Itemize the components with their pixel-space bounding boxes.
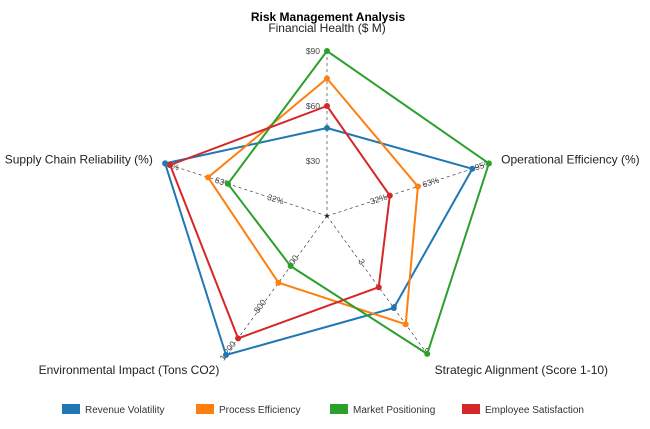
data-point: [424, 350, 431, 357]
data-point: [375, 284, 382, 291]
data-point: [324, 75, 330, 82]
data-point: [235, 335, 242, 342]
axis-label: Operational Efficiency (%): [501, 152, 640, 166]
data-point: [390, 304, 397, 311]
legend-item[interactable]: Market Positioning: [330, 404, 435, 416]
series-line: [207, 77, 419, 326]
data-point: [205, 174, 212, 181]
axis-spoke: [169, 164, 328, 217]
tick-label: $90: [306, 46, 320, 56]
legend-label: Process Efficiency: [219, 405, 301, 416]
data-point: [414, 183, 421, 190]
radar-grid: [169, 51, 485, 350]
tick-label: $60: [306, 101, 320, 111]
legend-swatch: [62, 404, 80, 414]
data-point: [469, 165, 476, 172]
tick-label: $30: [306, 156, 320, 166]
series-group: [205, 75, 421, 328]
radar-series: [162, 48, 492, 359]
data-point: [485, 160, 492, 167]
chart-title: Risk Management Analysis: [251, 10, 406, 24]
data-point: [162, 160, 169, 167]
data-point: [324, 48, 330, 54]
data-point: [222, 352, 229, 359]
legend-item[interactable]: Process Efficiency: [196, 404, 301, 416]
center-point: [325, 214, 329, 218]
series-line: [226, 50, 490, 355]
axis-label: Financial Health ($ M): [268, 21, 385, 35]
legend-swatch: [462, 404, 480, 414]
legend-item[interactable]: Employee Satisfaction: [462, 404, 584, 416]
axis-label: Environmental Impact (Tons CO2): [39, 363, 220, 377]
legend-label: Employee Satisfaction: [485, 405, 584, 416]
data-point: [275, 279, 282, 286]
data-point: [287, 263, 294, 270]
radar-axis-labels: Financial Health ($ M) Operational Effici…: [5, 21, 640, 377]
data-point: [324, 125, 330, 131]
tick-label: 3: [356, 257, 367, 267]
legend-item[interactable]: Revenue Volatility: [62, 404, 165, 416]
legend-swatch: [330, 404, 348, 414]
data-point: [224, 180, 231, 187]
legend: Revenue Volatility Process Efficiency Mark…: [62, 404, 584, 416]
series-group: [167, 103, 393, 342]
tick-label: 9: [421, 346, 432, 356]
data-point: [324, 103, 330, 109]
data-point: [402, 321, 409, 328]
tick-label: 32%: [369, 192, 389, 207]
axis-label: Supply Chain Reliability (%): [5, 152, 153, 166]
series-group: [224, 48, 492, 357]
tick-label: 32%: [266, 192, 286, 207]
legend-label: Revenue Volatility: [85, 405, 165, 416]
data-point: [167, 162, 174, 169]
tick-label: 63%: [421, 175, 441, 190]
legend-swatch: [196, 404, 214, 414]
data-point: [386, 192, 393, 199]
legend-label: Market Positioning: [353, 405, 435, 416]
series-line: [169, 105, 391, 340]
axis-label: Strategic Alignment (Score 1-10): [435, 363, 608, 377]
